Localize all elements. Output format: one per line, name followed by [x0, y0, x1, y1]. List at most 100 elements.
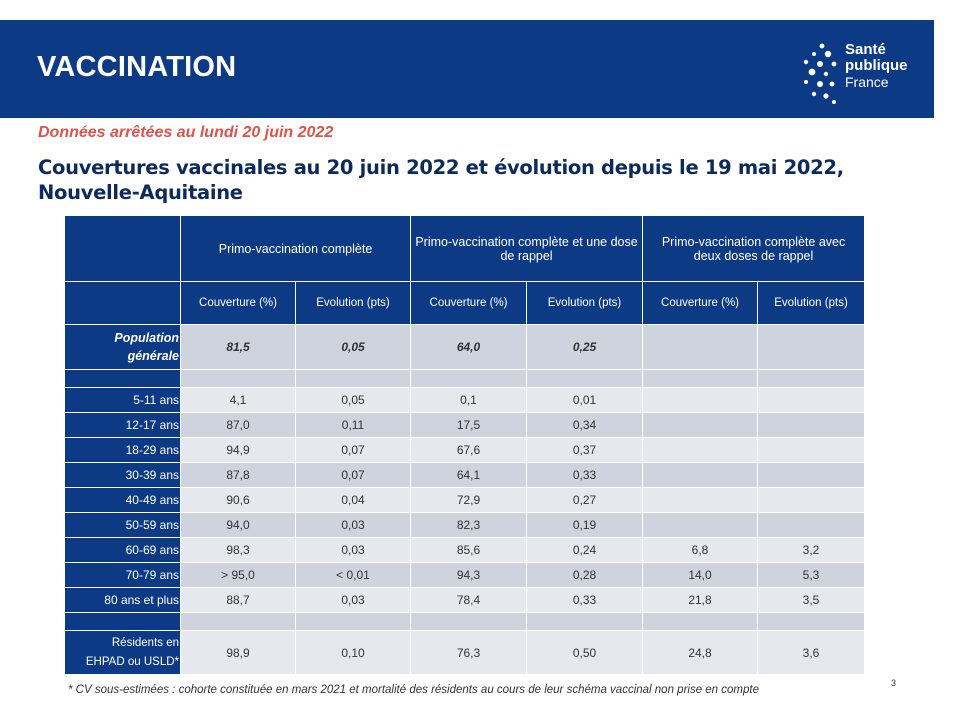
table-sub-header-row: Couverture (%) Evolution (pts) Couvertur… [64, 281, 866, 325]
logo-text-france: France [845, 74, 889, 90]
table-cell: 0,05 [294, 324, 412, 370]
table-cell: 0,19 [526, 512, 644, 538]
row-label: 60-69 ans [64, 537, 181, 563]
table-row: 70-79 ans > 95,0 < 0,01 94,3 0,28 14,0 5,3 [64, 562, 866, 588]
sub-header: Couverture (%) [642, 281, 759, 325]
table-cell: 14,0 [642, 562, 759, 588]
group-header-one-booster: Primo-vaccination complète et une dose d… [410, 215, 644, 282]
table-cell [757, 462, 866, 488]
table-spacer-row [64, 612, 866, 631]
table-cell: 87,8 [180, 462, 296, 488]
table-group-header-row: Primo-vaccination complète Primo-vaccina… [64, 215, 866, 282]
table-cell [757, 369, 866, 388]
row-label: 30-39 ans [64, 462, 181, 488]
heading-line-2: Nouvelle-Aquitaine [38, 181, 243, 204]
table-cell: 0,10 [294, 630, 412, 675]
table-cell: 0,33 [526, 587, 644, 613]
corner-cell [64, 215, 181, 282]
row-label [64, 612, 181, 631]
data-cutoff-note: Données arrêtées au lundi 20 juin 2022 [38, 124, 334, 141]
table-row: 18-29 ans 94,9 0,07 67,6 0,37 [64, 437, 866, 463]
table-cell: 64,1 [410, 462, 528, 488]
row-label: 5-11 ans [64, 387, 181, 413]
age-rows: 5-11 ans 4,1 0,05 0,1 0,01 12-17 ans 87,0 0,11 1… [64, 387, 866, 613]
table-cell [757, 487, 866, 513]
vaccination-coverage-table: Primo-vaccination complète Primo-vaccina… [64, 215, 866, 675]
section-heading: Couvertures vaccinales au 20 juin 2022 e… [38, 155, 898, 205]
table-cell [757, 437, 866, 463]
table-cell: 94,3 [410, 562, 528, 588]
table-cell: 94,0 [180, 512, 296, 538]
table-cell [180, 612, 296, 631]
table-row: 12-17 ans 87,0 0,11 17,5 0,34 [64, 412, 866, 438]
table-row: 40-49 ans 90,6 0,04 72,9 0,27 [64, 487, 866, 513]
table-cell: 90,6 [180, 487, 296, 513]
row-label-line: générale [127, 349, 179, 363]
table-cell: 3,5 [757, 587, 866, 613]
table-cell: 94,9 [180, 437, 296, 463]
table-row-general-population: Population générale 81,5 0,05 64,0 0,25 [64, 324, 866, 370]
table-cell [642, 612, 759, 631]
row-label: 18-29 ans [64, 437, 181, 463]
sub-header: Couverture (%) [180, 281, 296, 325]
table-cell [757, 387, 866, 413]
group-header-two-boosters: Primo-vaccination complète avec deux dos… [642, 215, 866, 282]
table-cell [757, 512, 866, 538]
table-cell: 81,5 [180, 324, 296, 370]
heading-line-1: Couvertures vaccinales au 20 juin 2022 e… [38, 156, 844, 179]
row-label [64, 369, 181, 388]
table-cell [526, 369, 644, 388]
page-title: VACCINATION [37, 51, 237, 83]
row-label-line: Population [114, 331, 179, 345]
table-cell: 0,11 [294, 412, 412, 438]
table-cell: 0,05 [294, 387, 412, 413]
table-cell: 72,9 [410, 487, 528, 513]
table-cell: 24,8 [642, 630, 759, 675]
table-row: 60-69 ans 98,3 0,03 85,6 0,24 6,8 3,2 [64, 537, 866, 563]
table-cell [294, 612, 412, 631]
table-cell [757, 324, 866, 370]
table-cell: 98,9 [180, 630, 296, 675]
row-label: 80 ans et plus [64, 587, 181, 613]
table-cell: < 0,01 [294, 562, 412, 588]
table-cell: 0,27 [526, 487, 644, 513]
table-cell: > 95,0 [180, 562, 296, 588]
row-label: 70-79 ans [64, 562, 181, 588]
table-cell: 78,4 [410, 587, 528, 613]
table-cell [757, 612, 866, 631]
row-label: Population générale [64, 324, 181, 370]
table-spacer-row [64, 369, 866, 388]
table-cell [642, 512, 759, 538]
table-cell: 0,04 [294, 487, 412, 513]
logo-text-sante: Santé [845, 41, 886, 58]
table-cell: 67,6 [410, 437, 528, 463]
table-cell: 88,7 [180, 587, 296, 613]
table-cell [642, 487, 759, 513]
table-cell [642, 437, 759, 463]
table-row: 50-59 ans 94,0 0,03 82,3 0,19 [64, 512, 866, 538]
table-cell [642, 462, 759, 488]
sub-header: Evolution (pts) [757, 281, 866, 325]
row-label: Résidents en EHPAD ou USLD* [64, 630, 181, 675]
table-cell: 0,03 [294, 512, 412, 538]
table-cell [410, 612, 528, 631]
corner-cell-2 [64, 281, 181, 325]
table-cell: 0,25 [526, 324, 644, 370]
header-banner: VACCINATION Santé publique France [0, 20, 934, 118]
table-cell [642, 324, 759, 370]
table-cell: 0,07 [294, 462, 412, 488]
sub-header: Evolution (pts) [294, 281, 412, 325]
table-cell: 0,50 [526, 630, 644, 675]
table-cell: 0,01 [526, 387, 644, 413]
table-cell [294, 369, 412, 388]
table-cell: 0,37 [526, 437, 644, 463]
table-cell: 87,0 [180, 412, 296, 438]
table-cell [642, 369, 759, 388]
table-cell [180, 369, 296, 388]
table-cell: 5,3 [757, 562, 866, 588]
table-cell: 4,1 [180, 387, 296, 413]
table-row-residents: Résidents en EHPAD ou USLD* 98,9 0,10 76… [64, 630, 866, 675]
table-cell: 6,8 [642, 537, 759, 563]
table-cell [526, 612, 644, 631]
footnote: * CV sous-estimées : cohorte constituée … [68, 684, 759, 696]
